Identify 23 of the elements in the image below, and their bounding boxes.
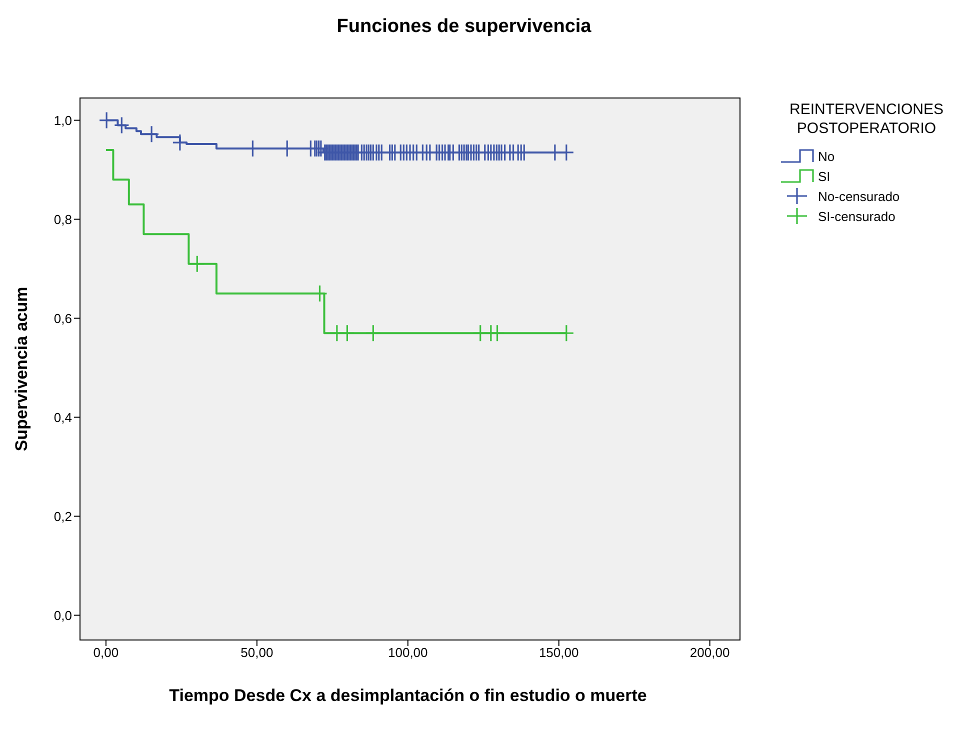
- x-tick-label: 100,00: [388, 645, 428, 660]
- legend-label: SI-censurado: [818, 208, 896, 224]
- y-tick-label: 1,0: [54, 112, 72, 128]
- legend-label: No: [818, 148, 835, 164]
- x-tick-label: 0,00: [93, 645, 119, 660]
- y-axis-title: Supervivencia acum: [12, 286, 32, 452]
- y-tick-label: 0,6: [54, 310, 72, 326]
- chart-title: Funciones de supervivencia: [336, 16, 592, 38]
- y-tick-label: 0,8: [54, 212, 72, 227]
- x-tick-label: 50,00: [240, 645, 274, 660]
- legend-label: SI: [818, 168, 830, 184]
- point: [189, 255, 205, 273]
- point: [365, 324, 381, 342]
- y-tick-label: 0,0: [54, 608, 72, 623]
- y-tick-label: 0,2: [54, 508, 72, 524]
- y-tick-label: 0,4: [54, 410, 72, 425]
- x-tick-label: 200,00: [690, 645, 730, 660]
- x-tick-label: 150,00: [538, 645, 579, 660]
- point: [558, 324, 574, 342]
- legend-title: REINTERVENCIONES POSTOPERATORIO: [788, 100, 944, 138]
- legend-label: No-censurado: [818, 188, 900, 204]
- x-axis-title: Tiempo Desde Cx a desimplantación o fin estudio o muerte: [168, 686, 648, 705]
- point: [339, 324, 355, 342]
